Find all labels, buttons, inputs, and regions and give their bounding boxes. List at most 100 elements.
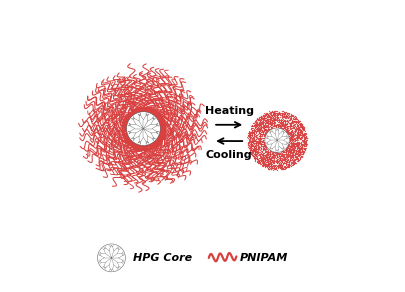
Point (132, 111, 139, 115)
Point (127, 141, 134, 146)
Point (273, 125, 279, 130)
Point (283, 164, 289, 169)
Point (125, 141, 131, 146)
Point (122, 115, 128, 120)
Point (280, 157, 287, 162)
Point (128, 139, 134, 144)
Point (130, 111, 136, 115)
Point (268, 112, 275, 117)
Point (160, 126, 167, 131)
Point (149, 145, 155, 149)
Point (296, 156, 302, 160)
Point (120, 128, 127, 133)
Point (159, 117, 165, 121)
Point (248, 144, 254, 149)
Point (135, 105, 141, 110)
Point (269, 151, 276, 156)
Point (125, 115, 131, 119)
Point (253, 152, 259, 157)
Point (158, 133, 164, 137)
Point (289, 121, 295, 125)
Point (261, 128, 267, 133)
Point (127, 112, 133, 117)
Point (260, 162, 266, 167)
Point (127, 111, 134, 115)
Point (268, 166, 274, 171)
Point (136, 143, 142, 148)
Point (252, 129, 258, 134)
Point (152, 139, 158, 144)
Point (273, 110, 280, 115)
Point (156, 133, 163, 138)
Point (256, 129, 262, 133)
Point (147, 105, 153, 110)
Point (149, 144, 156, 149)
Point (284, 145, 291, 150)
Point (271, 154, 278, 158)
Point (249, 148, 256, 152)
Point (122, 122, 129, 127)
Point (274, 163, 281, 168)
Point (294, 142, 301, 147)
Point (126, 114, 132, 119)
Point (246, 135, 253, 140)
Point (277, 155, 283, 160)
Point (301, 131, 308, 136)
Point (259, 116, 265, 121)
Point (120, 125, 126, 130)
Point (154, 142, 160, 146)
Point (123, 126, 130, 131)
Point (280, 158, 287, 162)
Point (155, 138, 162, 142)
Point (147, 106, 153, 110)
Point (160, 133, 166, 138)
Point (126, 140, 133, 144)
Point (273, 123, 279, 128)
Point (154, 114, 160, 119)
Point (268, 157, 275, 162)
Point (144, 143, 151, 147)
Point (122, 139, 128, 143)
Point (292, 156, 299, 161)
Point (289, 161, 295, 166)
Point (152, 138, 158, 142)
Point (156, 116, 162, 121)
Point (130, 107, 136, 112)
Point (292, 152, 298, 157)
Point (286, 114, 292, 119)
Point (151, 140, 158, 145)
Point (153, 110, 160, 114)
Point (127, 140, 133, 145)
Point (121, 121, 127, 126)
Point (264, 123, 271, 128)
Point (286, 137, 292, 141)
Point (157, 131, 163, 136)
Point (124, 115, 130, 120)
Point (135, 110, 141, 114)
Point (296, 123, 302, 128)
Point (256, 121, 263, 126)
Point (275, 162, 281, 167)
Point (260, 158, 266, 162)
Point (286, 116, 292, 121)
Point (144, 145, 150, 149)
Point (279, 115, 286, 120)
Point (292, 118, 298, 123)
Point (156, 114, 162, 119)
Point (154, 117, 161, 121)
Point (284, 127, 290, 132)
Point (151, 114, 157, 118)
Point (147, 111, 153, 116)
Point (159, 133, 166, 138)
Point (278, 154, 284, 159)
Point (281, 128, 288, 133)
Point (290, 148, 296, 152)
Point (293, 117, 300, 121)
Point (138, 110, 144, 114)
Point (297, 155, 304, 160)
Point (297, 130, 303, 135)
Point (126, 114, 132, 119)
Point (268, 115, 275, 120)
Point (120, 118, 126, 123)
Point (138, 107, 145, 112)
